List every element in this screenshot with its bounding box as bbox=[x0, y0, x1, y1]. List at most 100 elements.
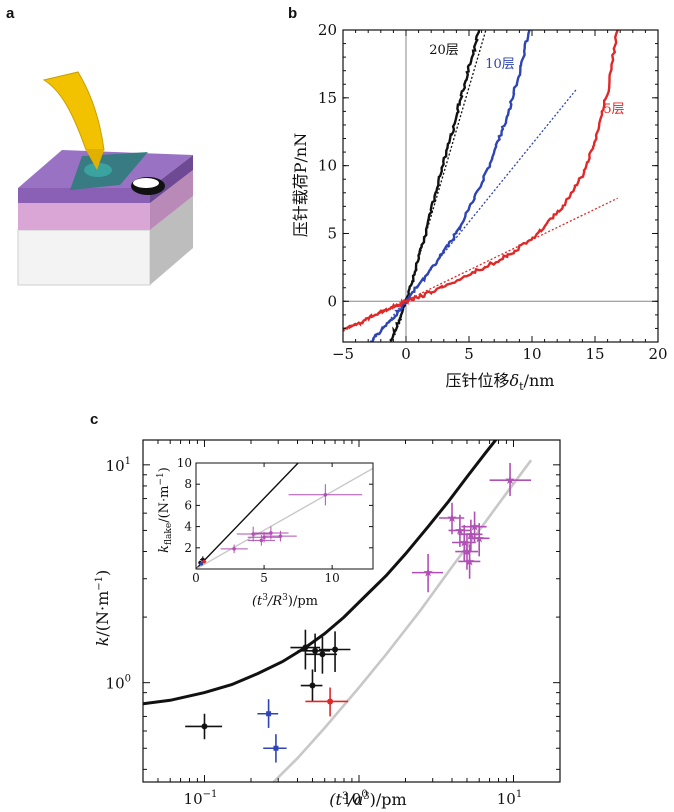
plot-area-c: ★★★★★★★★★★ bbox=[143, 440, 533, 782]
marker bbox=[278, 534, 283, 538]
marker bbox=[232, 547, 236, 551]
data-point-black bbox=[318, 631, 351, 672]
marker: ★ bbox=[474, 531, 485, 545]
marker: ★ bbox=[464, 554, 475, 568]
model-curve-gray bbox=[272, 459, 533, 782]
data-point-magenta: ★ bbox=[411, 553, 444, 593]
x-tick-label: −5 bbox=[332, 345, 354, 363]
inset-x-tick-label: 5 bbox=[260, 571, 268, 585]
inset-data-point bbox=[253, 526, 289, 540]
inset-data-point bbox=[220, 544, 248, 554]
marker bbox=[327, 698, 334, 705]
inset-frame bbox=[195, 462, 374, 570]
marker: ★ bbox=[455, 523, 466, 537]
marker bbox=[323, 493, 328, 497]
marker: ★ bbox=[447, 511, 458, 525]
inset-data-point bbox=[247, 535, 275, 546]
x-tick-label: 10 bbox=[522, 345, 541, 363]
marker: ★ bbox=[505, 473, 516, 487]
x-tick-label: 0 bbox=[401, 345, 411, 363]
marker bbox=[309, 682, 316, 689]
data-point-black bbox=[305, 637, 337, 674]
marker bbox=[302, 644, 309, 651]
inset-data-point bbox=[202, 559, 207, 564]
inset-data-point bbox=[199, 561, 204, 566]
marker bbox=[332, 646, 339, 653]
inset-y-tick-label: 4 bbox=[184, 520, 192, 534]
marker bbox=[319, 651, 326, 658]
marker: ★ bbox=[466, 527, 477, 541]
marker bbox=[201, 723, 208, 730]
marker bbox=[269, 531, 273, 535]
inset-line-gray bbox=[196, 467, 373, 569]
data-point-magenta: ★ bbox=[452, 524, 476, 562]
inset-line-black bbox=[196, 463, 299, 569]
y-axis-label-c: k/(N·m−1) bbox=[93, 570, 112, 647]
plot-frame-b bbox=[342, 29, 659, 343]
inset-data-point bbox=[264, 530, 297, 542]
series-label: 5层 bbox=[603, 102, 624, 117]
data-point-magenta: ★ bbox=[468, 523, 490, 557]
data-point-magenta: ★ bbox=[461, 511, 487, 543]
marker bbox=[199, 561, 204, 566]
inset-y-tick-label: 8 bbox=[184, 477, 192, 491]
inset-x-tick-label: 10 bbox=[325, 571, 340, 585]
sphere-icon bbox=[131, 177, 165, 195]
data-point-blue bbox=[257, 699, 279, 728]
marker bbox=[259, 538, 264, 543]
marker bbox=[312, 647, 319, 654]
y-axis-label: 压针载荷P/nN bbox=[291, 133, 310, 237]
x-tick-label: 101 bbox=[497, 789, 522, 808]
inset-x-axis-label: (t3/R3)/pm bbox=[252, 593, 318, 609]
data-point-blue bbox=[263, 734, 287, 763]
inset-background bbox=[196, 463, 373, 569]
inset-y-tick-label: 2 bbox=[184, 541, 192, 555]
x-tick-label: 100 bbox=[342, 789, 367, 808]
marker: ★ bbox=[459, 535, 470, 549]
y-tick-label: 20 bbox=[318, 21, 337, 39]
data-point-black bbox=[185, 713, 223, 740]
x-axis-label-c: (t3/a3)/pm bbox=[329, 790, 406, 809]
series-label: 10层 bbox=[485, 57, 515, 72]
data-point-black bbox=[300, 669, 323, 702]
data-point-magenta: ★ bbox=[455, 534, 479, 570]
marker: ★ bbox=[423, 566, 434, 580]
marker bbox=[202, 559, 206, 564]
y-tick-label: 10 bbox=[318, 157, 337, 175]
x-tick-label: 5 bbox=[464, 345, 474, 363]
data-curve bbox=[389, 30, 481, 342]
series-label: 20层 bbox=[429, 43, 459, 58]
substrate-block bbox=[17, 150, 193, 286]
y-tick-label: 0 bbox=[327, 292, 337, 310]
cantilever-tip bbox=[86, 150, 104, 170]
x-tick-label: 10−1 bbox=[184, 789, 218, 808]
series-0 bbox=[389, 30, 487, 342]
data-point-black bbox=[297, 633, 331, 672]
panel-b-letter: b bbox=[288, 5, 297, 22]
inset-plot-area bbox=[196, 463, 373, 569]
inset-y-tick-label: 6 bbox=[184, 498, 192, 512]
y-tick-label: 100 bbox=[106, 674, 131, 693]
marker: ★ bbox=[469, 520, 480, 534]
x-tick-label: 20 bbox=[648, 345, 667, 363]
x-axis-label: 压针位移δt/nm bbox=[446, 371, 555, 393]
data-point-magenta: ★ bbox=[489, 462, 532, 496]
marker bbox=[266, 711, 272, 717]
y-tick-label: 15 bbox=[318, 89, 337, 107]
inset-y-tick-label: 10 bbox=[177, 456, 192, 470]
data-point-magenta: ★ bbox=[458, 544, 481, 579]
inset-data-point bbox=[288, 484, 363, 506]
data-point-magenta: ★ bbox=[448, 514, 471, 547]
marker bbox=[273, 745, 279, 751]
series-1 bbox=[369, 30, 577, 342]
x-tick-label: 15 bbox=[585, 345, 604, 363]
fit-line bbox=[343, 197, 618, 332]
y-tick-label: 5 bbox=[327, 224, 337, 242]
marker: ★ bbox=[462, 545, 473, 559]
inset-y-axis-label: kflake/(N·m−1) bbox=[156, 467, 174, 553]
series-2 bbox=[343, 30, 619, 332]
inset-x-tick-label: 0 bbox=[192, 571, 200, 585]
data-point-red bbox=[305, 687, 349, 717]
